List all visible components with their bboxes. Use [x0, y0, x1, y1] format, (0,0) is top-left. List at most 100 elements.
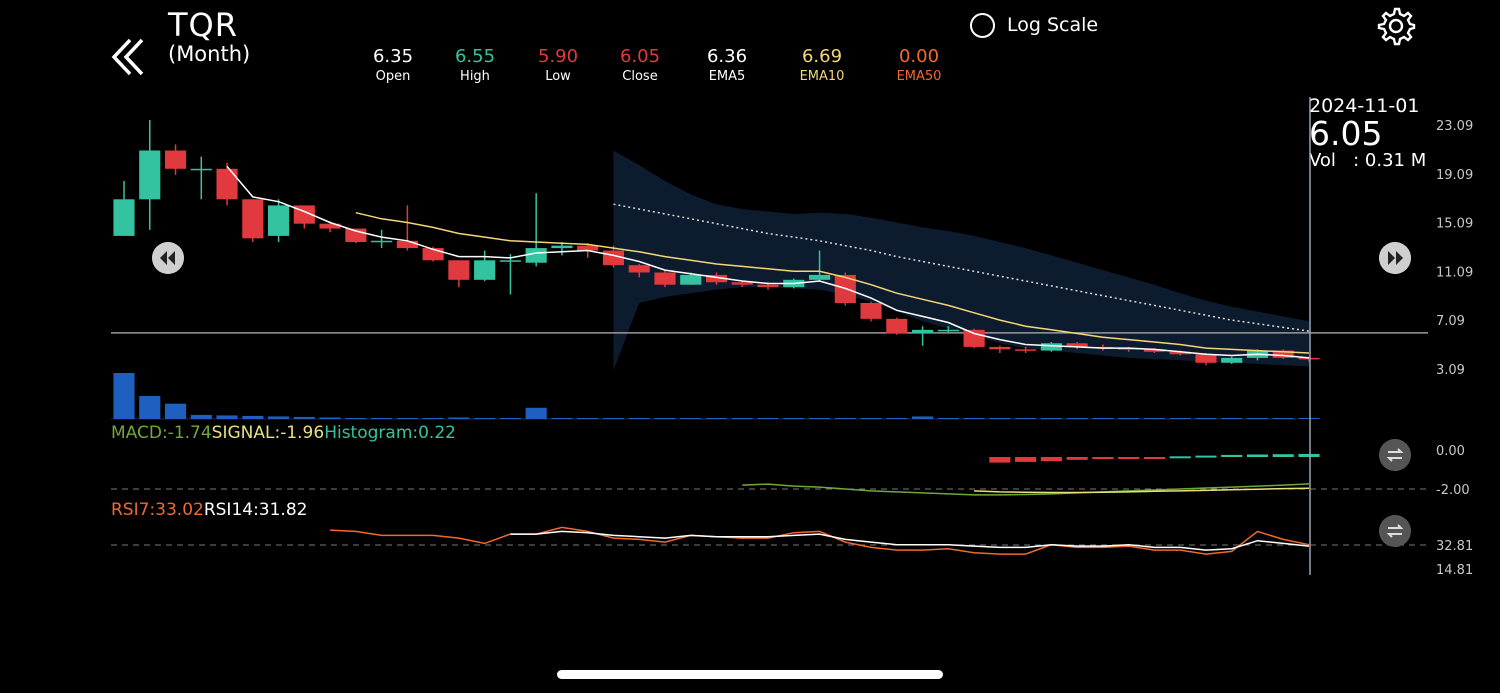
stat-label: Low [545, 69, 571, 84]
volume-bar [1015, 417, 1037, 419]
scroll-back-icon[interactable] [152, 242, 184, 274]
stat-value: 6.55 [454, 46, 496, 67]
back-chevron-icon[interactable] [108, 36, 148, 78]
candle-body [139, 150, 161, 200]
rsi-legend: RSI7:33.02RSI14:31.82 [111, 500, 307, 520]
stat-value: 6.69 [801, 46, 843, 67]
candle-body [448, 260, 470, 280]
period-label: (Month) [168, 42, 251, 66]
volume-bar [1040, 417, 1062, 419]
stat-value: 6.05 [619, 46, 661, 67]
stat-close: 6.05 Close [595, 46, 685, 84]
volume-bar [1092, 417, 1114, 419]
candle-body [1169, 351, 1191, 355]
crosshair-price: 6.05 [1309, 114, 1383, 153]
volume-bar [1066, 417, 1088, 419]
candle-body [525, 248, 547, 263]
scroll-forward-icon[interactable] [1379, 242, 1411, 274]
volume-bar [113, 373, 135, 419]
price-tick-label: 19.09 [1436, 168, 1473, 183]
candle-body [1298, 357, 1320, 360]
stat-ema5: 6.36 EMA5 [682, 46, 772, 84]
volume-bar [474, 417, 496, 419]
stat-ema10: 6.69 EMA10 [777, 46, 867, 84]
macd-histogram-bar [1298, 453, 1320, 457]
candle-body [371, 240, 393, 243]
volume-bar [1221, 417, 1243, 419]
macd-histogram-bar [1143, 457, 1165, 459]
candle-body [474, 260, 496, 280]
volume-bar [1298, 417, 1320, 419]
macd-histogram-bar [1118, 457, 1140, 459]
volume-bar [319, 417, 341, 419]
volume-bar [989, 417, 1011, 419]
candle-body [577, 245, 599, 251]
rsi7-value: RSI7:33.02 [111, 500, 204, 520]
stat-value: 6.35 [372, 46, 414, 67]
stat-label: Open [375, 69, 411, 84]
volume-bar [834, 417, 856, 419]
ticker-symbol: TQR [168, 6, 238, 44]
candle-body [628, 265, 650, 273]
candle-body [757, 284, 779, 288]
volume-bar [705, 417, 728, 419]
macd-histogram-bar [1040, 457, 1062, 462]
log-scale-radio-icon[interactable] [970, 12, 995, 38]
volume-bar [783, 417, 805, 419]
rsi-tick-label: 32.81 [1436, 539, 1473, 554]
volume-bar [757, 417, 779, 419]
rsi-switch-icon[interactable] [1379, 515, 1411, 547]
macd-value: MACD:-1.74 [111, 423, 212, 443]
candle-body [396, 240, 418, 249]
stat-label: EMA5 [708, 69, 746, 84]
macd-histogram-bar [1015, 457, 1037, 462]
volume-bar [422, 417, 444, 419]
home-indicator[interactable] [557, 670, 943, 679]
candle-body [190, 168, 212, 171]
price-tick-label: 15.09 [1436, 217, 1473, 232]
crosshair-volume: Vol : 0.31 M [1309, 150, 1426, 171]
volume-label: Vol [1309, 150, 1336, 171]
crosshair-date: 2024-11-01 [1309, 95, 1420, 117]
log-scale-toggle[interactable]: Log Scale [970, 10, 1098, 40]
macd-switch-icon[interactable] [1379, 439, 1411, 471]
candle-body [319, 223, 341, 229]
volume-bar [577, 417, 599, 419]
volume-bar [860, 417, 882, 419]
volume-bar [1272, 417, 1294, 419]
volume-bar [1246, 417, 1269, 419]
macd-histogram-bar [1195, 455, 1217, 458]
gear-icon[interactable] [1376, 6, 1416, 46]
candle-body [654, 272, 676, 285]
candle-body [268, 205, 290, 236]
price-tick-label: 23.09 [1436, 119, 1473, 134]
log-scale-label: Log Scale [1007, 14, 1099, 36]
stat-open: 6.35 Open [348, 46, 438, 84]
rsi14-value: RSI14:31.82 [203, 500, 308, 520]
macd-tick-label: 0.00 [1436, 444, 1465, 459]
volume-bar [1143, 417, 1165, 419]
volume-bar [525, 407, 547, 419]
candle-body [164, 150, 187, 169]
volume-bar [293, 416, 315, 419]
macd-histogram-bar [1092, 457, 1114, 460]
macd-histogram-bar [1246, 454, 1269, 457]
macd-line [742, 483, 1310, 496]
ema10-line [355, 211, 1310, 354]
volume-bar [886, 417, 908, 419]
volume-bar [396, 417, 418, 419]
candle-body [1015, 349, 1037, 351]
volume-bar [680, 417, 702, 419]
volume-bar [216, 415, 238, 419]
volume-bar [371, 417, 393, 419]
stat-ema50: 0.00 EMA50 [874, 46, 964, 84]
stat-low: 5.90 Low [513, 46, 603, 84]
stat-value: 0.00 [898, 46, 940, 67]
ema5-line [226, 165, 1310, 359]
candle-body [989, 346, 1011, 350]
candle-body [963, 329, 985, 347]
volume-bar [654, 417, 676, 419]
candle-body [113, 199, 135, 236]
candle-body [1118, 348, 1140, 350]
